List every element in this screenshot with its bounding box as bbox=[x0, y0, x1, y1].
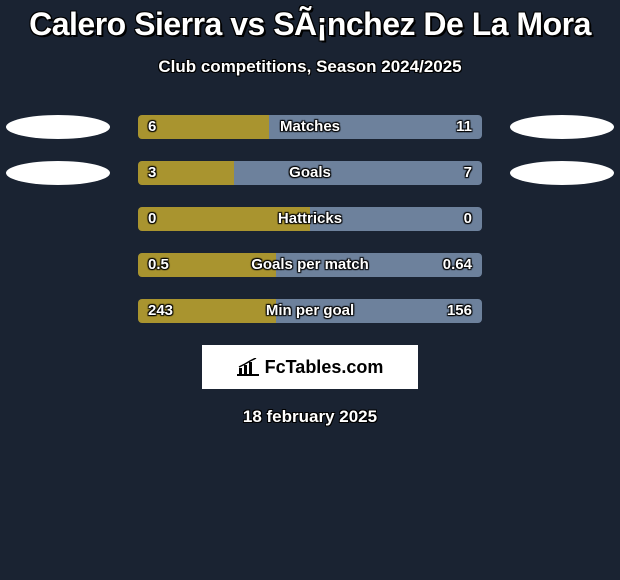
stat-row: 611Matches bbox=[0, 115, 620, 139]
stat-label: Min per goal bbox=[138, 299, 482, 323]
stat-row: 00Hattricks bbox=[0, 207, 620, 231]
stat-bar: 00Hattricks bbox=[138, 207, 482, 231]
stat-bar: 0.50.64Goals per match bbox=[138, 253, 482, 277]
stat-row: 0.50.64Goals per match bbox=[0, 253, 620, 277]
stat-bar: 611Matches bbox=[138, 115, 482, 139]
stat-row: 37Goals bbox=[0, 161, 620, 185]
player-left-ellipse bbox=[6, 115, 110, 139]
brand-box[interactable]: FcTables.com bbox=[202, 345, 418, 389]
stat-label: Matches bbox=[138, 115, 482, 139]
stat-bar: 37Goals bbox=[138, 161, 482, 185]
stat-label: Goals bbox=[138, 161, 482, 185]
player-left-ellipse bbox=[6, 161, 110, 185]
chart-icon bbox=[237, 358, 259, 376]
player-right-ellipse bbox=[510, 161, 614, 185]
stat-bar: 243156Min per goal bbox=[138, 299, 482, 323]
player-right-ellipse bbox=[510, 115, 614, 139]
stats-container: 611Matches 37Goals 00Hattricks 0.50.64Goals… bbox=[0, 115, 620, 323]
stat-label: Hattricks bbox=[138, 207, 482, 231]
stat-row: 243156Min per goal bbox=[0, 299, 620, 323]
stat-label: Goals per match bbox=[138, 253, 482, 277]
date-label: 18 february 2025 bbox=[0, 407, 620, 427]
subtitle: Club competitions, Season 2024/2025 bbox=[0, 57, 620, 77]
brand-label: FcTables.com bbox=[265, 357, 384, 378]
page-title: Calero Sierra vs SÃ¡nchez De La Mora bbox=[0, 0, 620, 43]
